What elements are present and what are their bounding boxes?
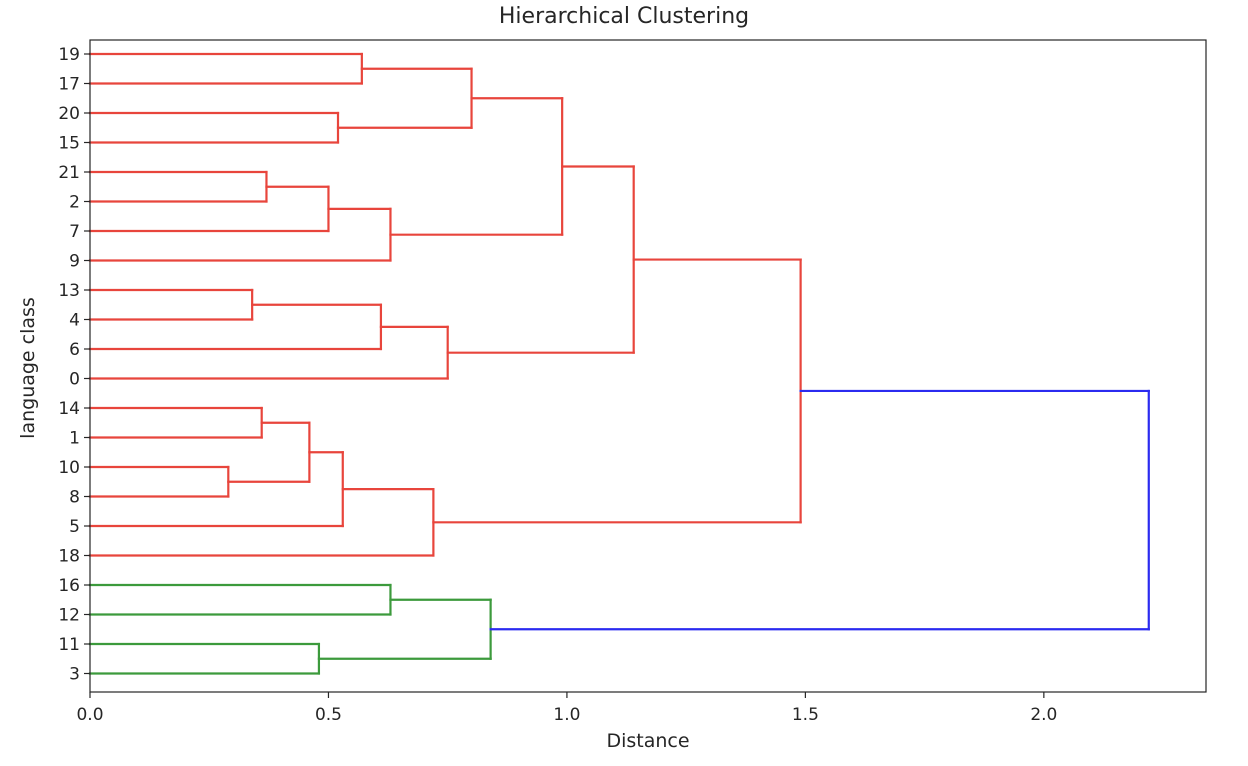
y-tick-label-0: 0 xyxy=(69,370,80,390)
x-tick-label-0.0: 0.0 xyxy=(76,705,103,725)
x-tick-label-1.0: 1.0 xyxy=(553,705,580,725)
y-tick-label-11: 11 xyxy=(58,635,80,655)
y-tick-label-17: 17 xyxy=(58,75,80,95)
plot-frame xyxy=(89,39,1207,693)
y-tick-label-2: 2 xyxy=(69,193,80,213)
y-tick-label-10: 10 xyxy=(58,458,80,478)
y-tick-label-12: 12 xyxy=(58,606,80,626)
y-tick-label-14: 14 xyxy=(58,399,80,419)
y-axis-label: language class xyxy=(17,297,39,439)
y-tick-label-3: 3 xyxy=(69,665,80,685)
x-tick-label-0.5: 0.5 xyxy=(315,705,342,725)
y-tick-label-18: 18 xyxy=(58,547,80,567)
x-tick-label-2.0: 2.0 xyxy=(1030,705,1057,725)
y-tick-label-5: 5 xyxy=(69,517,80,537)
y-tick-label-4: 4 xyxy=(69,311,80,331)
y-tick-label-1: 1 xyxy=(69,429,80,449)
y-tick-label-8: 8 xyxy=(69,488,80,508)
y-tick-label-7: 7 xyxy=(69,222,80,242)
y-tick-label-19: 19 xyxy=(58,45,80,65)
x-axis-label: Distance xyxy=(606,730,690,752)
chart-title: Hierarchical Clustering xyxy=(498,4,750,29)
y-tick-label-6: 6 xyxy=(69,340,80,360)
y-tick-label-16: 16 xyxy=(58,576,80,596)
y-tick-label-13: 13 xyxy=(58,281,80,301)
y-tick-label-20: 20 xyxy=(58,104,80,124)
y-tick-label-9: 9 xyxy=(69,252,80,272)
y-tick-label-21: 21 xyxy=(58,163,80,183)
x-tick-label-1.5: 1.5 xyxy=(792,705,819,725)
y-tick-label-15: 15 xyxy=(58,134,80,154)
